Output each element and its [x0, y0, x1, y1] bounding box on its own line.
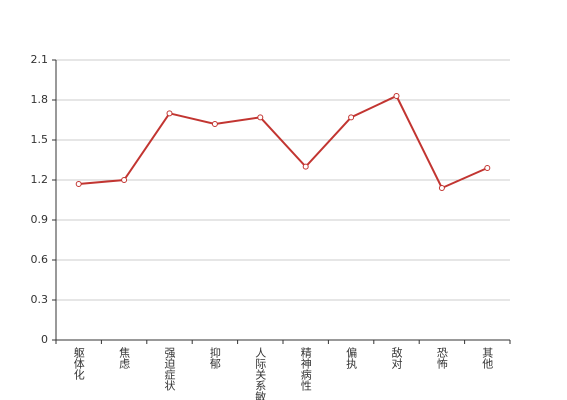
point: [75, 181, 82, 187]
x-tick-label: 抑郁: [208, 346, 221, 369]
x-tick-label: 其他: [481, 347, 494, 369]
point: [393, 93, 400, 99]
x-tick-label: 躯体化: [72, 347, 85, 381]
y-tick-label: 0.9: [31, 213, 49, 226]
y-tick-label: 1.8: [31, 93, 49, 106]
y-tick-label: 1.5: [31, 133, 49, 146]
point: [257, 114, 264, 121]
x-tick-label: 焦虑: [118, 347, 131, 369]
point: [438, 185, 445, 191]
x-tick-label: 恐怖: [435, 347, 448, 369]
y-tick-label: 0.6: [31, 253, 49, 266]
x-tick-label: 敌对: [390, 346, 403, 369]
y-tick-label: 0: [41, 333, 48, 346]
point: [348, 114, 355, 121]
x-tick-label: 偏执: [345, 346, 358, 370]
x-tick-label: 精神病性: [299, 347, 312, 392]
line: [78, 94, 488, 190]
y-tick-label: 0.3: [31, 293, 49, 306]
point: [121, 177, 128, 183]
point: [484, 165, 491, 171]
y-tick-label: 1.2: [31, 173, 49, 186]
x-tick-label: 强迫症状: [163, 347, 176, 391]
point: [211, 121, 218, 127]
point: [302, 163, 309, 170]
y-tick-label: 2.1: [31, 53, 49, 66]
point: [166, 110, 173, 117]
x-tick-label: 人际关系敏感: [254, 347, 267, 400]
